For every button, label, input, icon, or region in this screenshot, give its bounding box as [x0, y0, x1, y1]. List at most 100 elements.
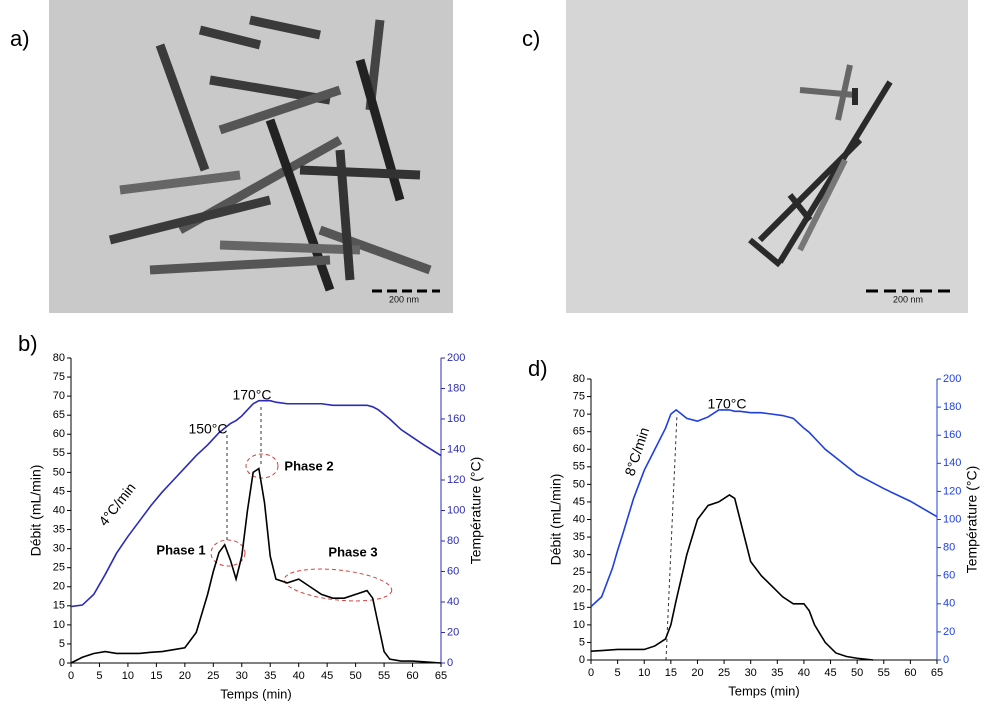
- y-axis-label: Débit (mL/min): [548, 474, 564, 566]
- x-tick-label: 45: [321, 670, 333, 682]
- y-tick-label: 40: [53, 504, 65, 516]
- x-tick-label: 20: [691, 667, 703, 679]
- y-axis-label: Débit (mL/min): [28, 465, 44, 557]
- image-bg: [566, 0, 968, 313]
- y-tick-label: 80: [53, 352, 65, 364]
- y-tick-label: 45: [573, 496, 585, 508]
- y-tick-label: 80: [573, 373, 585, 385]
- y2-tick-label: 120: [447, 474, 465, 486]
- y2-axis-label: Température (°C): [468, 457, 484, 565]
- x-tick-label: 20: [179, 670, 191, 682]
- x-tick-label: 55: [878, 667, 890, 679]
- y-tick-label: 10: [573, 619, 585, 631]
- y-tick-label: 25: [573, 566, 585, 578]
- x-tick-label: 60: [904, 667, 916, 679]
- annotation: 170°C: [707, 396, 746, 412]
- scale-bar-label: 200 nm: [893, 294, 923, 304]
- annotation: 170°C: [232, 387, 271, 403]
- y2-tick-label: 180: [447, 382, 465, 394]
- annotation: 150°C: [188, 421, 227, 437]
- y-tick-label: 55: [573, 461, 585, 473]
- x-tick-label: 35: [264, 670, 276, 682]
- x-tick-label: 40: [798, 667, 810, 679]
- x-tick-label: 50: [851, 667, 863, 679]
- line-series: [590, 493, 874, 661]
- y-tick-label: 55: [53, 447, 65, 459]
- x-tick-label: 0: [68, 670, 74, 682]
- y-tick-label: 50: [573, 478, 585, 490]
- phase-ellipses: [210, 453, 393, 602]
- x-tick-label: 60: [406, 670, 418, 682]
- panel-label: c): [522, 26, 540, 51]
- x-tick-label: 0: [588, 667, 594, 679]
- y-tick-label: 50: [53, 466, 65, 478]
- y-tick-label: 35: [53, 523, 65, 535]
- y-tick-label: 0: [59, 657, 65, 669]
- y2-tick-label: 0: [943, 654, 949, 666]
- x-tick-label: 45: [824, 667, 836, 679]
- line-series: [590, 408, 938, 608]
- y-tick-label: 65: [573, 426, 585, 438]
- x-tick-label: 5: [96, 670, 102, 682]
- y2-tick-label: 60: [943, 570, 955, 582]
- y-tick-label: 20: [573, 584, 585, 596]
- y2-tick-label: 160: [943, 429, 961, 441]
- y-tick-label: 70: [573, 408, 585, 420]
- y2-axis-label: Température (°C): [964, 466, 980, 574]
- x-tick-label: 40: [293, 670, 305, 682]
- x-tick-label: 15: [150, 670, 162, 682]
- annotation: 4°C/min: [95, 480, 138, 529]
- y2-tick-label: 200: [943, 373, 961, 385]
- y-tick-label: 15: [53, 600, 65, 612]
- scale-bar-label: 200 nm: [389, 294, 419, 304]
- x-tick-label: 5: [615, 667, 621, 679]
- x-tick-label: 65: [435, 670, 447, 682]
- x-tick-label: 25: [718, 667, 730, 679]
- y2-tick-label: 20: [447, 626, 459, 638]
- y-tick-label: 5: [579, 636, 585, 648]
- y2-tick-label: 180: [943, 401, 961, 413]
- y2-tick-label: 80: [943, 542, 955, 554]
- rods: [108, 15, 432, 292]
- y-tick-label: 10: [53, 619, 65, 631]
- ellipse: [210, 539, 246, 567]
- y2-tick-label: 100: [447, 504, 465, 516]
- y-tick-label: 60: [53, 428, 65, 440]
- y-tick-label: 75: [573, 390, 585, 402]
- dashed-line: [665, 413, 678, 661]
- ellipse: [245, 453, 279, 479]
- y-tick-label: 5: [59, 638, 65, 650]
- y2-tick-label: 120: [943, 485, 961, 497]
- y2-tick-label: 140: [943, 457, 961, 469]
- x-axis-label: Temps (min): [220, 686, 292, 701]
- y-tick-label: 35: [573, 531, 585, 543]
- annotation-lines: [226, 407, 262, 543]
- annotation: Phase 3: [328, 544, 377, 559]
- y-tick-label: 75: [53, 371, 65, 383]
- panel-label: a): [10, 26, 30, 51]
- x-axis-label: Temps (min): [728, 683, 800, 698]
- panel-label: d): [528, 356, 548, 381]
- line-series: [70, 467, 442, 664]
- y2-tick-label: 200: [447, 352, 465, 364]
- y-tick-label: 20: [53, 581, 65, 593]
- y-tick-label: 30: [573, 549, 585, 561]
- x-tick-label: 25: [207, 670, 219, 682]
- annotation: Phase 1: [156, 542, 205, 557]
- x-tick-label: 35: [771, 667, 783, 679]
- x-tick-label: 50: [349, 670, 361, 682]
- y-tick-label: 40: [573, 513, 585, 525]
- panel-label: b): [18, 331, 38, 356]
- y2-tick-label: 160: [447, 413, 465, 425]
- y-tick-label: 25: [53, 562, 65, 574]
- y-tick-label: 65: [53, 409, 65, 421]
- y2-tick-label: 60: [447, 565, 459, 577]
- y2-tick-label: 100: [943, 513, 961, 525]
- x-tick-label: 30: [745, 667, 757, 679]
- ellipse: [283, 568, 393, 602]
- y-tick-label: 15: [573, 601, 585, 613]
- y-tick-label: 30: [53, 543, 65, 555]
- tem-image: 200 nm c): [522, 0, 968, 313]
- y2-tick-label: 80: [447, 535, 459, 547]
